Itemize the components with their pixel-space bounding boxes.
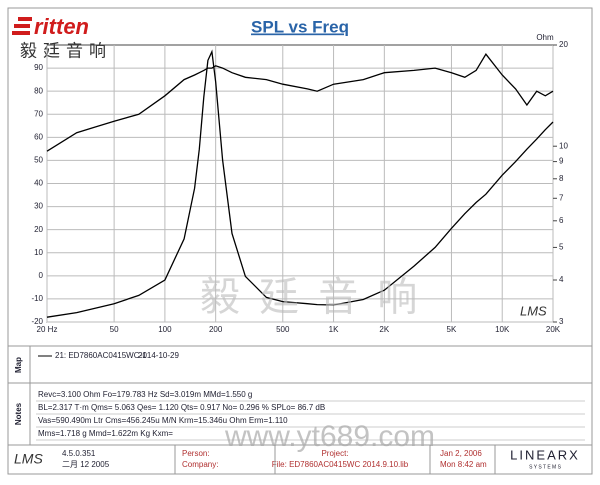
person-label: Person: xyxy=(182,449,210,458)
y-tick-label: 50 xyxy=(34,156,43,165)
watermark-cn: 毅 廷 音 响 xyxy=(200,276,421,320)
x-tick-label: 100 xyxy=(158,325,172,334)
x-tick-label: 10K xyxy=(495,325,510,334)
y-tick-label: 70 xyxy=(34,109,43,118)
x-tick-label: 2K xyxy=(379,325,389,334)
y-tick-label: 80 xyxy=(34,86,43,95)
date: Jan 2, 2006 xyxy=(440,449,482,458)
y2-axis-label: Ohm xyxy=(536,33,554,42)
file-name: File: ED7860AC0415WC 2014.9.10.lib xyxy=(272,460,409,469)
logo xyxy=(12,17,32,35)
company-label: Company: xyxy=(182,460,218,469)
y-tick-label: 90 xyxy=(34,63,43,72)
note-line: BL=2.317 T·m Qms= 5.063 Qes= 1.120 Qts= … xyxy=(38,403,325,412)
y-tick-label: 0 xyxy=(39,271,44,280)
section-label: Map xyxy=(14,357,23,373)
note-line: Mms=1.718 g Mmd=1.622m Kg Kxm= xyxy=(38,429,173,438)
time: Mon 8:42 am xyxy=(440,460,487,469)
chart-title: SPL vs Freq xyxy=(251,17,349,36)
legend-entry: 21: ED7860AC0415WC-1 xyxy=(55,351,147,360)
x-tick-label: 20K xyxy=(546,325,561,334)
footer-brand-sub: S Y S T E M S xyxy=(529,464,562,470)
y2-tick-label: 8 xyxy=(559,174,564,183)
series-line xyxy=(46,49,554,318)
series-line xyxy=(46,53,554,152)
logo-stripe xyxy=(12,31,30,35)
y2-tick-label: 6 xyxy=(559,216,564,225)
footer-brand: LINEARX xyxy=(510,447,580,462)
frame xyxy=(7,7,593,475)
legend-date: 2014-10-29 xyxy=(138,351,179,360)
y-tick-label: 20 xyxy=(34,225,43,234)
y2-tick-label: 20 xyxy=(559,40,568,49)
y-tick-label: 40 xyxy=(34,179,43,188)
footer-logo: LMS xyxy=(14,451,43,467)
brand: ritten xyxy=(34,14,89,39)
note-line: Revc=3.100 Ohm Fo=179.783 Hz Sd=3.019m M… xyxy=(38,390,252,399)
x-tick-label: 200 xyxy=(209,325,223,334)
x-tick-label: 50 xyxy=(110,325,119,334)
project-label: Project: xyxy=(321,449,348,458)
y-tick-label: -20 xyxy=(31,317,43,326)
section-label: Notes xyxy=(14,402,23,425)
watermark-url: www.yt689.com xyxy=(224,420,435,453)
y-tick-label: -10 xyxy=(31,294,43,303)
x-tick-label: 1K xyxy=(329,325,339,334)
logo-stripe xyxy=(18,17,32,21)
y2-tick-label: 10 xyxy=(559,141,568,150)
version: 4.5.0.351 xyxy=(62,449,96,458)
logo-stripe xyxy=(14,24,30,28)
x-tick-label: 5K xyxy=(447,325,457,334)
note-line: Vas=590.490m Ltr Cms=456.245u M/N Krm=15… xyxy=(38,416,288,425)
y2-tick-label: 3 xyxy=(559,317,564,326)
y-tick-label: 10 xyxy=(34,248,43,257)
brand-cn: 毅廷音响 xyxy=(20,41,112,60)
y2-tick-label: 4 xyxy=(559,275,564,284)
y-tick-label: 60 xyxy=(34,132,43,141)
y-tick-label: 30 xyxy=(34,202,43,211)
y2-tick-label: 9 xyxy=(559,157,564,166)
plot-logo: LMS xyxy=(520,303,547,318)
x-tick-label: 20 Hz xyxy=(37,325,58,334)
x-tick-label: 500 xyxy=(276,325,290,334)
y2-tick-label: 7 xyxy=(559,193,564,202)
build-date: 二月 12 2005 xyxy=(62,460,110,469)
y2-tick-label: 5 xyxy=(559,243,564,252)
